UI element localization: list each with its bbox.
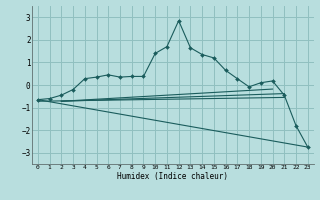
X-axis label: Humidex (Indice chaleur): Humidex (Indice chaleur) <box>117 172 228 181</box>
